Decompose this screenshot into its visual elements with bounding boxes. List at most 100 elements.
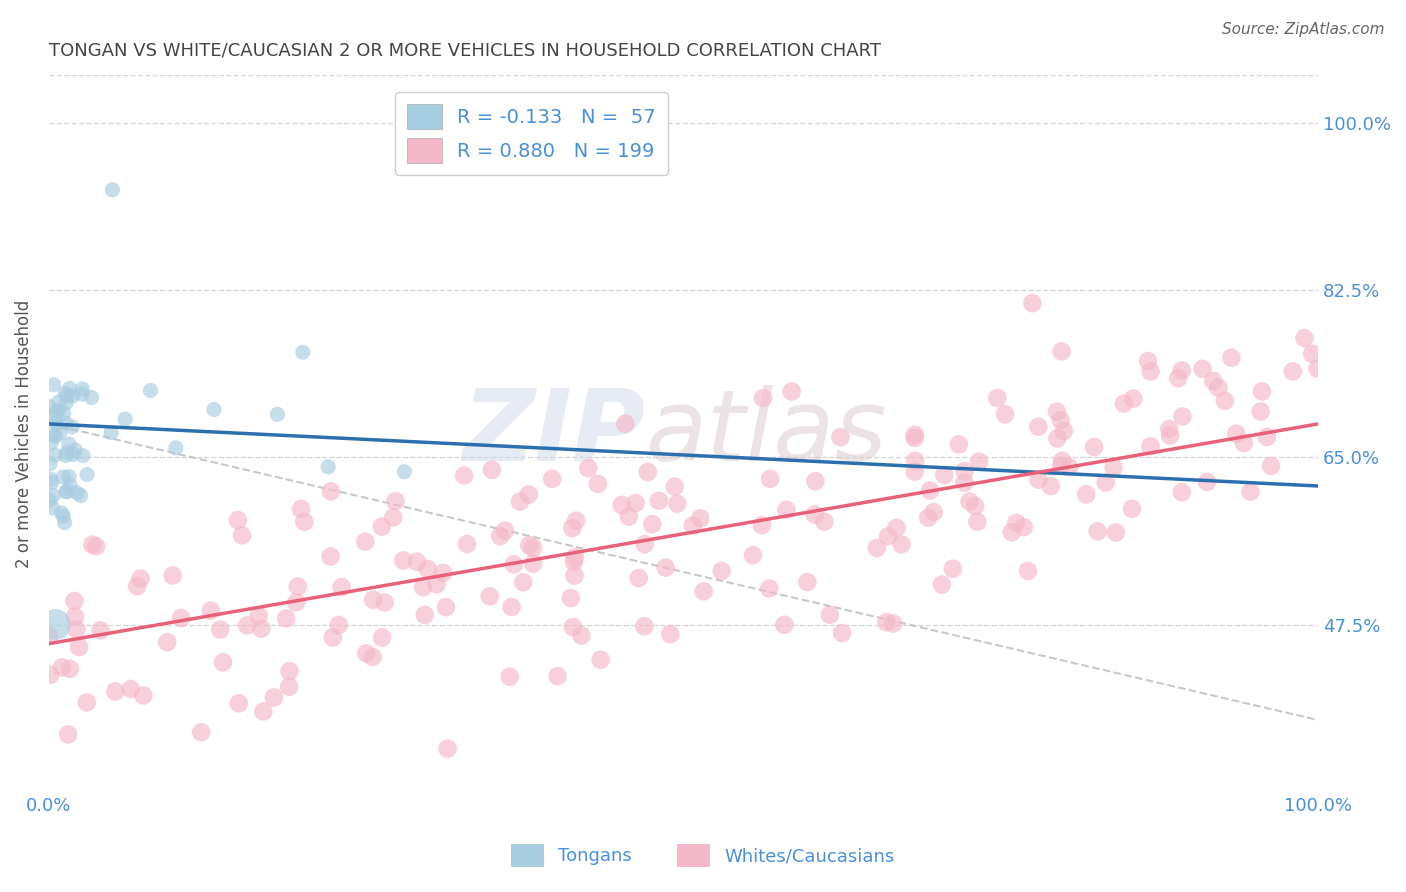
Point bbox=[247, 608, 270, 623]
Point bbox=[44, 617, 66, 632]
Point bbox=[66, 485, 89, 500]
Point bbox=[1139, 364, 1161, 378]
Point bbox=[890, 537, 912, 551]
Point bbox=[586, 476, 609, 491]
Point bbox=[316, 459, 339, 474]
Point bbox=[920, 483, 942, 498]
Point bbox=[45, 429, 67, 443]
Point bbox=[1171, 485, 1194, 500]
Point bbox=[1057, 460, 1080, 475]
Point bbox=[1050, 344, 1073, 359]
Point bbox=[62, 447, 84, 461]
Point bbox=[1102, 460, 1125, 475]
Point bbox=[966, 515, 988, 529]
Point bbox=[250, 622, 273, 636]
Point bbox=[1094, 475, 1116, 490]
Point bbox=[425, 577, 447, 591]
Point bbox=[934, 468, 956, 483]
Point bbox=[252, 705, 274, 719]
Point bbox=[291, 345, 314, 359]
Point bbox=[1260, 458, 1282, 473]
Point bbox=[38, 629, 60, 643]
Point bbox=[831, 626, 853, 640]
Point bbox=[1087, 524, 1109, 539]
Point bbox=[758, 582, 780, 596]
Point bbox=[45, 404, 67, 418]
Point bbox=[139, 384, 162, 398]
Point bbox=[710, 564, 733, 578]
Point bbox=[564, 550, 586, 565]
Point bbox=[830, 430, 852, 444]
Point bbox=[502, 558, 524, 572]
Point bbox=[571, 629, 593, 643]
Point bbox=[114, 412, 136, 426]
Point bbox=[1050, 458, 1073, 473]
Point bbox=[39, 472, 62, 486]
Point bbox=[60, 389, 83, 403]
Point bbox=[522, 541, 544, 555]
Point bbox=[190, 725, 212, 739]
Point bbox=[56, 727, 79, 741]
Point bbox=[52, 406, 75, 420]
Point bbox=[917, 510, 939, 524]
Point bbox=[648, 493, 671, 508]
Point bbox=[412, 580, 434, 594]
Point bbox=[100, 425, 122, 440]
Point bbox=[1012, 520, 1035, 534]
Point bbox=[882, 616, 904, 631]
Point bbox=[509, 494, 531, 508]
Point bbox=[263, 690, 285, 705]
Point bbox=[38, 400, 60, 414]
Point bbox=[1076, 487, 1098, 501]
Point bbox=[1121, 501, 1143, 516]
Point bbox=[478, 590, 501, 604]
Point bbox=[1046, 431, 1069, 445]
Point bbox=[512, 575, 534, 590]
Point bbox=[52, 509, 75, 524]
Point bbox=[1213, 393, 1236, 408]
Point bbox=[489, 529, 512, 543]
Point bbox=[1301, 347, 1323, 361]
Point bbox=[39, 668, 62, 682]
Point bbox=[1049, 413, 1071, 427]
Point bbox=[994, 407, 1017, 421]
Point bbox=[432, 566, 454, 580]
Point bbox=[522, 557, 544, 571]
Point bbox=[1202, 374, 1225, 388]
Point bbox=[659, 627, 682, 641]
Point bbox=[59, 478, 82, 492]
Point bbox=[59, 662, 82, 676]
Point bbox=[751, 518, 773, 533]
Point bbox=[959, 494, 981, 508]
Point bbox=[1220, 351, 1243, 365]
Text: TONGAN VS WHITE/CAUCASIAN 2 OR MORE VEHICLES IN HOUSEHOLD CORRELATION CHART: TONGAN VS WHITE/CAUCASIAN 2 OR MORE VEHI… bbox=[49, 42, 882, 60]
Point bbox=[170, 611, 193, 625]
Text: atlas: atlas bbox=[645, 385, 887, 482]
Point bbox=[278, 664, 301, 678]
Point bbox=[231, 528, 253, 542]
Point bbox=[1028, 473, 1050, 487]
Point bbox=[1256, 430, 1278, 444]
Point bbox=[58, 437, 80, 451]
Point bbox=[101, 183, 124, 197]
Point bbox=[42, 488, 65, 502]
Point bbox=[67, 640, 90, 654]
Point bbox=[610, 498, 633, 512]
Point bbox=[560, 591, 582, 605]
Point bbox=[42, 428, 65, 442]
Point bbox=[76, 696, 98, 710]
Point bbox=[382, 510, 405, 524]
Point bbox=[953, 464, 976, 478]
Point bbox=[541, 472, 564, 486]
Point bbox=[41, 500, 63, 515]
Point bbox=[89, 624, 111, 638]
Point bbox=[416, 562, 439, 576]
Point bbox=[796, 575, 818, 590]
Point bbox=[666, 497, 689, 511]
Point bbox=[633, 619, 655, 633]
Point bbox=[803, 508, 825, 522]
Point bbox=[55, 445, 77, 459]
Point bbox=[45, 415, 67, 429]
Point bbox=[55, 449, 77, 463]
Point bbox=[1046, 405, 1069, 419]
